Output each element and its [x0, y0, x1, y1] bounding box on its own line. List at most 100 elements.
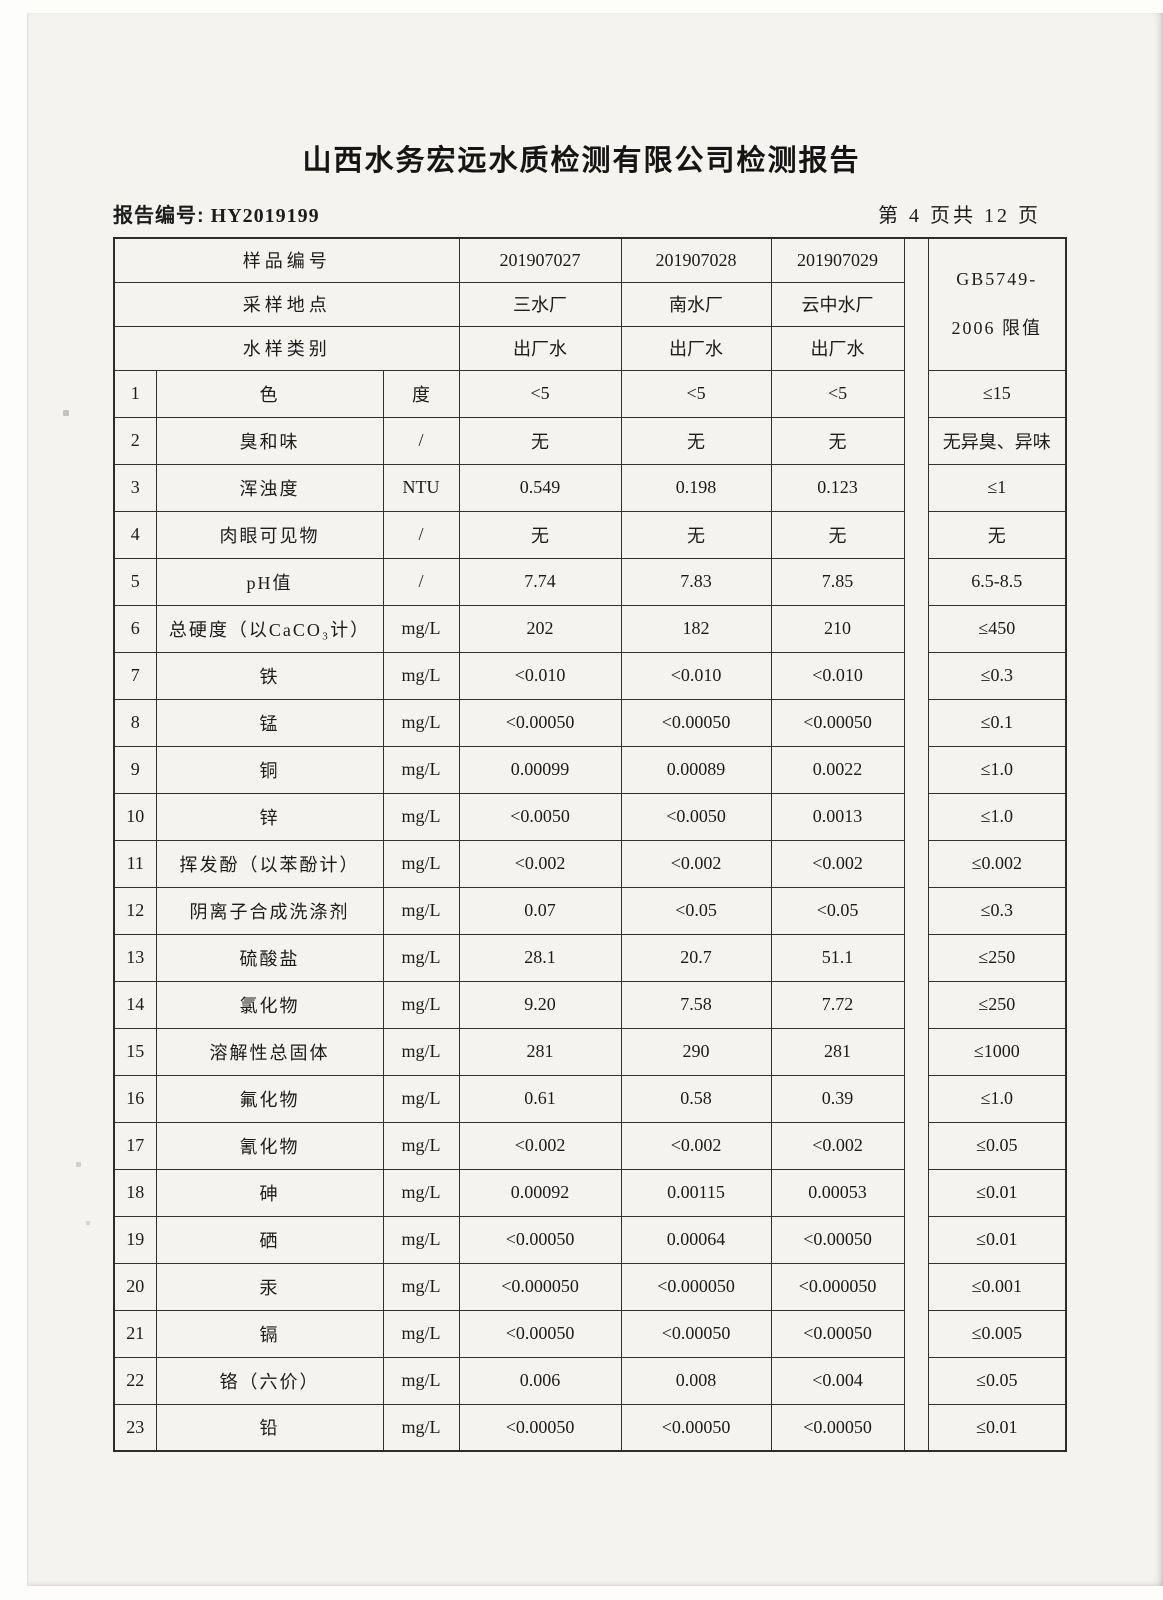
row-number-cell: 20	[113, 1262, 157, 1311]
value-cell-sample3: <0.05	[770, 886, 905, 935]
value-cell-sample1: 0.07	[458, 886, 622, 935]
value-cell-sample2: 7.58	[620, 980, 772, 1029]
value-cell-sample2: <0.00050	[620, 698, 772, 747]
table-row: 14 氯化物 mg/L 9.20 7.58 7.72 ≤250	[113, 980, 1067, 1029]
sample-id-cell: 201907028	[620, 237, 772, 283]
param-name-cell: 肉眼可见物	[155, 510, 384, 559]
value-cell-sample1: 7.74	[458, 557, 622, 606]
sample-type-cell: 出厂水	[458, 325, 622, 371]
unit-cell: mg/L	[382, 886, 460, 935]
param-name-cell: 铬（六价）	[155, 1356, 384, 1405]
sample-type-cell: 出厂水	[770, 325, 905, 371]
unit-cell: mg/L	[382, 1403, 460, 1452]
param-name-cell: 硫酸盐	[155, 933, 384, 982]
unit-cell: /	[382, 557, 460, 606]
unit-cell: mg/L	[382, 980, 460, 1029]
row-number-cell: 8	[113, 698, 157, 747]
unit-cell: mg/L	[382, 1121, 460, 1170]
spacer-column	[903, 237, 929, 1452]
value-cell-sample2: <0.00050	[620, 1309, 772, 1358]
table-row: 2 臭和味 / 无无无无异臭、异味	[113, 416, 1067, 465]
report-number-label: 报告编号:	[113, 205, 205, 227]
row-number-cell: 11	[113, 839, 157, 888]
table-row: 21 镉 mg/L <0.00050 <0.00050 <0.00050 ≤0.005	[113, 1309, 1067, 1358]
value-cell-sample1: 无	[458, 416, 622, 465]
value-cell-sample1: <0.00050	[458, 1403, 622, 1452]
param-name-cell: 挥发酚（以苯酚计）	[155, 839, 384, 888]
value-cell-sample1: <0.00050	[458, 1309, 622, 1358]
limit-cell: ≤1.0	[927, 792, 1067, 841]
value-cell-sample3: <0.010	[770, 651, 905, 700]
value-cell-sample1: <0.00050	[458, 698, 622, 747]
limit-cell: ≤1000	[927, 1027, 1067, 1076]
table-row: 18 砷 mg/L 0.00092 0.00115 0.00053 ≤0.01	[113, 1168, 1067, 1217]
value-cell-sample3: 无	[770, 416, 905, 465]
scan-speck	[86, 1221, 90, 1225]
value-cell-sample2: 20.7	[620, 933, 772, 982]
limit-cell: ≤0.01	[927, 1403, 1067, 1452]
row-number-cell: 13	[113, 933, 157, 982]
value-cell-sample2: 无	[620, 510, 772, 559]
limit-cell: 无异臭、异味	[927, 416, 1067, 465]
value-cell-sample3: <0.00050	[770, 698, 905, 747]
limit-cell: ≤0.001	[927, 1262, 1067, 1311]
row-number-cell: 4	[113, 510, 157, 559]
limit-cell: ≤1	[927, 463, 1067, 512]
unit-cell: mg/L	[382, 933, 460, 982]
value-cell-sample3: 0.123	[770, 463, 905, 512]
row-number-cell: 14	[113, 980, 157, 1029]
row-number-cell: 15	[113, 1027, 157, 1076]
param-name-cell: 氰化物	[155, 1121, 384, 1170]
value-cell-sample1: 0.006	[458, 1356, 622, 1405]
row-number-cell: 21	[113, 1309, 157, 1358]
table-row: 16 氟化物 mg/L 0.61 0.58 0.39 ≤1.0	[113, 1074, 1067, 1123]
table-row: 11 挥发酚（以苯酚计） mg/L <0.002 <0.002 <0.002 ≤0.002	[113, 839, 1067, 888]
value-cell-sample3: 0.0022	[770, 745, 905, 794]
param-name-cell: 汞	[155, 1262, 384, 1311]
unit-cell: NTU	[382, 463, 460, 512]
value-cell-sample3: 51.1	[770, 933, 905, 982]
param-name-cell: 色	[155, 369, 384, 418]
row-number-cell: 9	[113, 745, 157, 794]
value-cell-sample2: <0.05	[620, 886, 772, 935]
scan-speck	[76, 1162, 81, 1167]
param-name-cell: pH值	[155, 557, 384, 606]
header-row-sample-type: 水样类别 出厂水 出厂水 出厂水	[113, 325, 1066, 371]
row-number-cell: 18	[113, 1168, 157, 1217]
table-row: 6 总硬度（以CaCO₃计） mg/L 202 182 210 ≤450	[113, 604, 1067, 653]
page-indicator: 第 4 页共 12 页	[878, 205, 1041, 227]
location-label-cell: 采样地点	[113, 281, 460, 327]
water-quality-results-table: 样品编号 201907027 201907028 201907029 GB574…	[113, 237, 1068, 1452]
unit-cell: mg/L	[382, 1215, 460, 1264]
unit-cell: mg/L	[382, 1027, 460, 1076]
limit-cell: ≤0.05	[927, 1356, 1067, 1405]
value-cell-sample2: <5	[620, 369, 772, 418]
report-number-line: 报告编号: HY2019199	[113, 199, 320, 228]
param-name-cell: 臭和味	[155, 416, 384, 465]
table-row: 22 铬（六价） mg/L 0.006 0.008 <0.004 ≤0.05	[113, 1356, 1067, 1405]
limit-cell: ≤1.0	[927, 1074, 1067, 1123]
unit-cell: mg/L	[382, 1074, 460, 1123]
table-row: 17 氰化物 mg/L <0.002 <0.002 <0.002 ≤0.05	[113, 1121, 1067, 1170]
scan-speck	[63, 410, 69, 416]
value-cell-sample3: <0.002	[770, 1121, 905, 1170]
row-number-cell: 10	[113, 792, 157, 841]
unit-cell: /	[382, 510, 460, 559]
limit-cell: ≤0.01	[927, 1168, 1067, 1217]
row-number-cell: 17	[113, 1121, 157, 1170]
unit-cell: mg/L	[382, 1309, 460, 1358]
table-row: 15 溶解性总固体 mg/L 281 290 281 ≤1000	[113, 1027, 1067, 1076]
limit-cell: ≤0.05	[927, 1121, 1067, 1170]
location-cell: 南水厂	[620, 281, 772, 327]
value-cell-sample3: <0.00050	[770, 1215, 905, 1264]
value-cell-sample2: 290	[620, 1027, 772, 1076]
row-number-cell: 16	[113, 1074, 157, 1123]
sample-id-cell: 201907027	[458, 237, 622, 283]
row-number-cell: 1	[113, 369, 157, 418]
limit-cell: ≤0.005	[927, 1309, 1067, 1358]
unit-cell: mg/L	[382, 1168, 460, 1217]
value-cell-sample2: <0.010	[620, 651, 772, 700]
param-name-cell: 硒	[155, 1215, 384, 1264]
value-cell-sample1: 无	[458, 510, 622, 559]
